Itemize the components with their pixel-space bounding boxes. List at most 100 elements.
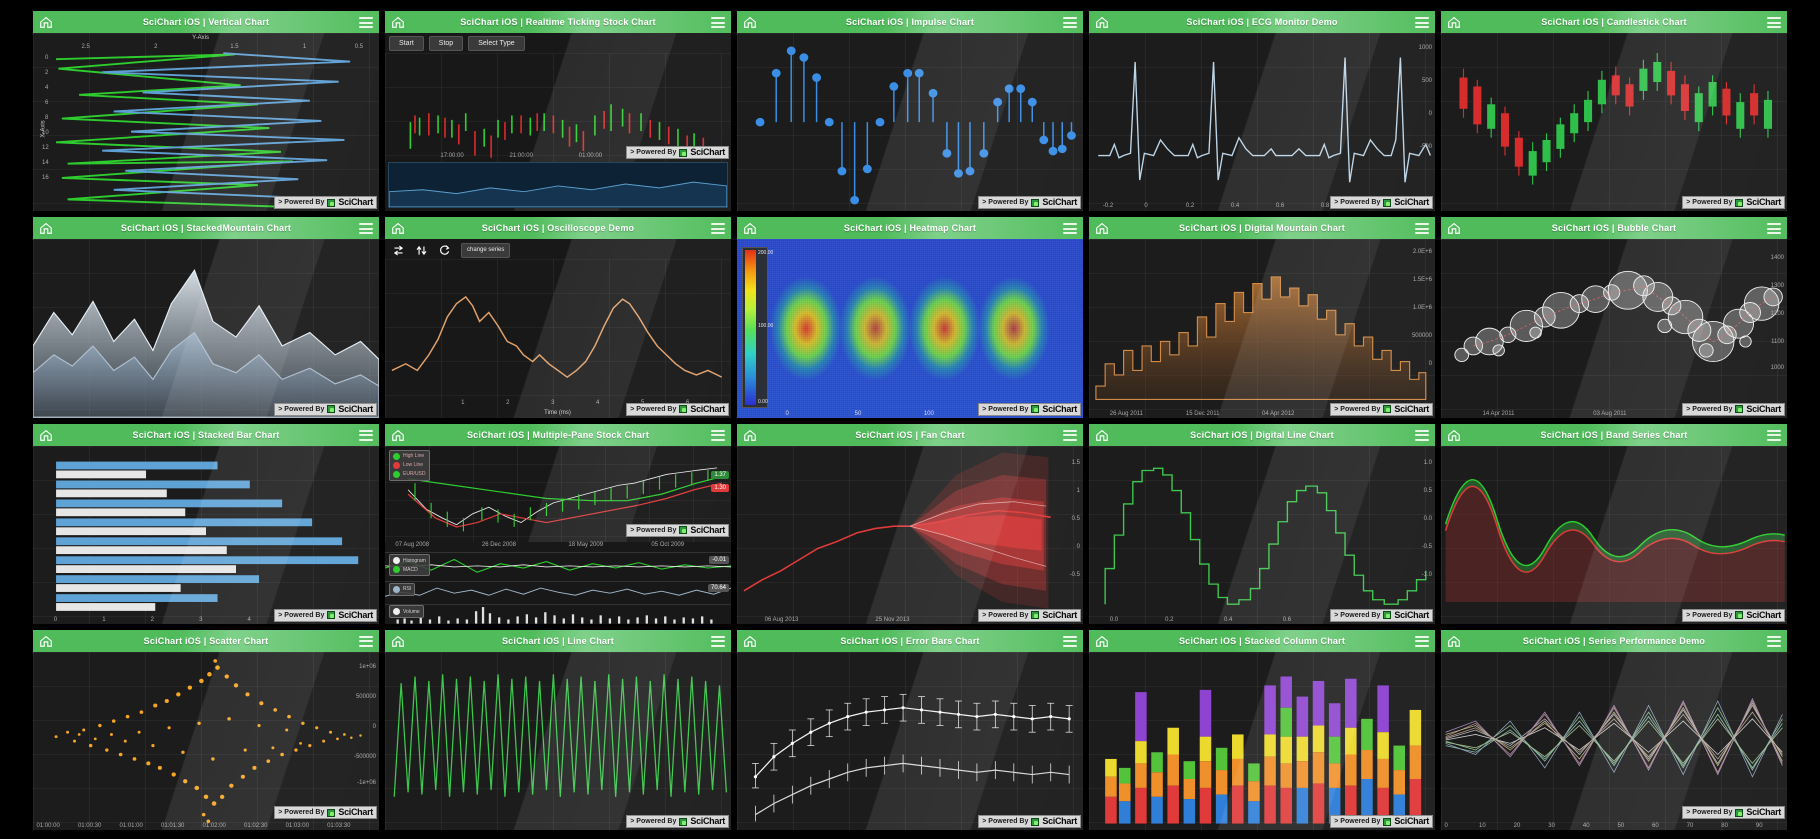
home-icon[interactable] — [1095, 15, 1109, 29]
hamburger-menu-icon[interactable] — [359, 635, 373, 647]
hamburger-menu-icon[interactable] — [359, 429, 373, 441]
chart-area[interactable]: 1.0 0.5 0.0 -0.5 -1.0 0.0 0.2 0.4 0.6 0.… — [1089, 445, 1435, 624]
vertical-arrows-icon[interactable] — [415, 244, 428, 257]
home-icon[interactable] — [1095, 634, 1109, 648]
chart-area[interactable]: 1000 500 0 -500 -0.2 0 0.2 0.4 0.6 0.8 1… — [1089, 33, 1435, 212]
chart-card-vertical-chart[interactable]: SciChart iOS | Vertical Chart Y-Axis 2.5… — [33, 11, 379, 212]
chart-card-fan-chart[interactable]: SciChart iOS | Fan Chart 1.5 1 0.5 0 -0.… — [737, 423, 1083, 624]
horizontal-arrows-icon[interactable] — [392, 244, 405, 257]
home-icon[interactable] — [391, 428, 405, 442]
chart-area[interactable]: 2.0E+6 1.5E+6 1.0E+6 500000 0 26 Aug 201… — [1089, 239, 1435, 418]
rotate-icon[interactable] — [438, 244, 451, 257]
chart-card-heatmap-chart[interactable]: SciChart iOS | Heatmap Chart 200.00 100.… — [737, 217, 1083, 418]
card-title: SciChart iOS | Realtime Ticking Stock Ch… — [460, 17, 656, 27]
home-icon[interactable] — [1095, 221, 1109, 235]
stop-button[interactable]: Stop — [428, 35, 464, 51]
select-type-button[interactable]: Select Type — [468, 35, 525, 51]
home-icon[interactable] — [39, 634, 53, 648]
chart-area[interactable]: > Powered By SciChart — [33, 239, 379, 418]
hamburger-menu-icon[interactable] — [1415, 635, 1429, 647]
hamburger-menu-icon[interactable] — [1767, 429, 1781, 441]
chart-card-impulse-chart[interactable]: SciChart iOS | Impulse Chart — [737, 11, 1083, 212]
hamburger-menu-icon[interactable] — [1767, 17, 1781, 28]
home-icon[interactable] — [743, 428, 757, 442]
chart-card-line-chart[interactable]: SciChart iOS | Line Chart > Powered By S… — [385, 629, 731, 830]
hamburger-menu-icon[interactable] — [359, 17, 373, 28]
card-header: SciChart iOS | Fan Chart — [737, 423, 1083, 446]
volume-pane[interactable]: Volume — [385, 604, 731, 624]
chart-card-stacked-mountain-chart[interactable]: SciChart iOS | StackedMountain Chart — [33, 217, 379, 418]
home-icon[interactable] — [1095, 428, 1109, 442]
heatmap-colorbar[interactable]: 200.00 100.00 0.00 — [742, 247, 773, 408]
chart-area[interactable]: 1400 1300 1200 1100 1000 14 Ap — [1441, 239, 1787, 418]
card-title: SciChart iOS | Series Performance Demo — [1522, 635, 1706, 646]
chart-area[interactable]: change series 1 2 3 4 5 6 Time (ms) > Po… — [385, 239, 731, 418]
chart-card-multiple-pane-stock-chart[interactable]: SciChart iOS | Multiple-Pane Stock Chart — [385, 423, 731, 624]
chart-area[interactable]: > Powered By SciChart — [1441, 445, 1787, 624]
chart-area[interactable]: High Line Low Line EUR/USD 1.30 1.37 07 … — [385, 445, 731, 624]
home-icon[interactable] — [743, 634, 757, 648]
hamburger-menu-icon[interactable] — [1767, 223, 1781, 235]
chart-area[interactable]: > Powered By SciChart — [737, 651, 1083, 830]
home-icon[interactable] — [391, 221, 405, 235]
chart-card-oscilloscope-demo[interactable]: SciChart iOS | Oscilloscope Demo change … — [385, 217, 731, 418]
chart-area[interactable]: > Powered By SciChart — [385, 651, 731, 830]
chart-card-band-series-chart[interactable]: SciChart iOS | Band Series Chart > Power… — [1441, 423, 1787, 624]
chart-card-series-performance-demo[interactable]: SciChart iOS | Series Performance Demo — [1441, 629, 1787, 830]
chart-area[interactable]: > Powered By SciChart — [1089, 651, 1435, 830]
hamburger-menu-icon[interactable] — [1063, 429, 1077, 441]
home-icon[interactable] — [1447, 15, 1461, 29]
range-overview-panel[interactable] — [388, 162, 728, 209]
chart-area[interactable]: 0 10 20 30 40 50 60 70 80 90 > Powered B… — [1441, 651, 1787, 830]
hamburger-menu-icon[interactable] — [711, 17, 725, 28]
hamburger-menu-icon[interactable] — [1415, 429, 1429, 441]
chart-card-candlestick-chart[interactable]: SciChart iOS | Candlestick Chart — [1441, 11, 1787, 212]
chart-card-ecg-monitor-demo[interactable]: SciChart iOS | ECG Monitor Demo 1000 500… — [1089, 11, 1435, 212]
rsi-legend[interactable]: RSI — [389, 582, 416, 596]
home-icon[interactable] — [391, 15, 405, 29]
hamburger-menu-icon[interactable] — [711, 223, 725, 235]
chart-card-digital-mountain-chart[interactable]: SciChart iOS | Digital Mountain Chart 2.… — [1089, 217, 1435, 418]
chart-area[interactable]: > Powered By SciChart — [1441, 33, 1787, 212]
start-button[interactable]: Start — [389, 35, 424, 51]
home-icon[interactable] — [39, 15, 53, 29]
hamburger-menu-icon[interactable] — [1415, 223, 1429, 235]
chart-area[interactable]: Start Stop Select Type — [385, 33, 731, 212]
chart-area[interactable]: 200.00 100.00 0.00 0 50 100 150 200 > Po… — [737, 239, 1083, 418]
home-icon[interactable] — [1447, 634, 1461, 648]
home-icon[interactable] — [1447, 221, 1461, 235]
chart-area[interactable]: Y-Axis 2.5 2 1.5 1 0.5 X-Axis 0 2 4 6 8 … — [33, 33, 379, 212]
chart-card-bubble-chart[interactable]: SciChart iOS | Bubble Chart 1400 1300 12… — [1441, 217, 1787, 418]
hamburger-menu-icon[interactable] — [1063, 17, 1077, 28]
home-icon[interactable] — [391, 634, 405, 648]
chart-card-digital-line-chart[interactable]: SciChart iOS | Digital Line Chart 1.0 0.… — [1089, 423, 1435, 624]
home-icon[interactable] — [39, 428, 53, 442]
volume-legend[interactable]: Volume — [389, 605, 424, 619]
change-series-button[interactable]: change series — [461, 242, 511, 258]
chart-card-realtime-ticking-stock-chart[interactable]: SciChart iOS | Realtime Ticking Stock Ch… — [385, 11, 731, 212]
hamburger-menu-icon[interactable] — [1415, 17, 1429, 28]
chart-card-scatter-chart[interactable]: SciChart iOS | Scatter Chart 1e+06 50000… — [33, 629, 379, 830]
x-tick: 0.6 — [1275, 203, 1285, 210]
chart-card-stacked-column-chart[interactable]: SciChart iOS | Stacked Column Chart — [1089, 629, 1435, 830]
home-icon[interactable] — [743, 15, 757, 29]
hamburger-menu-icon[interactable] — [1063, 635, 1077, 647]
chart-area[interactable]: > Powered By SciChart — [737, 33, 1083, 212]
hamburger-menu-icon[interactable] — [711, 635, 725, 647]
chart-card-stacked-bar-chart[interactable]: SciChart iOS | Stacked Bar Chart 0 1 2 — [33, 423, 379, 624]
hamburger-menu-icon[interactable] — [359, 223, 373, 235]
home-icon[interactable] — [39, 221, 53, 235]
hamburger-menu-icon[interactable] — [711, 429, 725, 441]
main-legend[interactable]: High Line Low Line EUR/USD — [389, 449, 430, 481]
hamburger-menu-icon[interactable] — [1063, 223, 1077, 235]
chart-card-error-bars-chart[interactable]: SciChart iOS | Error Bars Chart — [737, 629, 1083, 830]
home-icon[interactable] — [1447, 428, 1461, 442]
macd-legend[interactable]: Histogram MACD — [389, 554, 430, 577]
rsi-pane[interactable]: RSI 70.64 — [385, 580, 731, 602]
chart-area[interactable]: 1e+06 500000 0 -500000 -1e+06 — [33, 651, 379, 830]
chart-area[interactable]: 1.5 1 0.5 0 -0.5 06 Aug 2013 25 Nov 2013… — [737, 445, 1083, 624]
hamburger-menu-icon[interactable] — [1767, 635, 1781, 647]
chart-area[interactable]: 0 1 2 3 4 5 6 > Powered By SciChart — [33, 445, 379, 624]
macd-pane[interactable]: Histogram MACD -0.01 — [385, 552, 731, 579]
home-icon[interactable] — [743, 221, 757, 235]
